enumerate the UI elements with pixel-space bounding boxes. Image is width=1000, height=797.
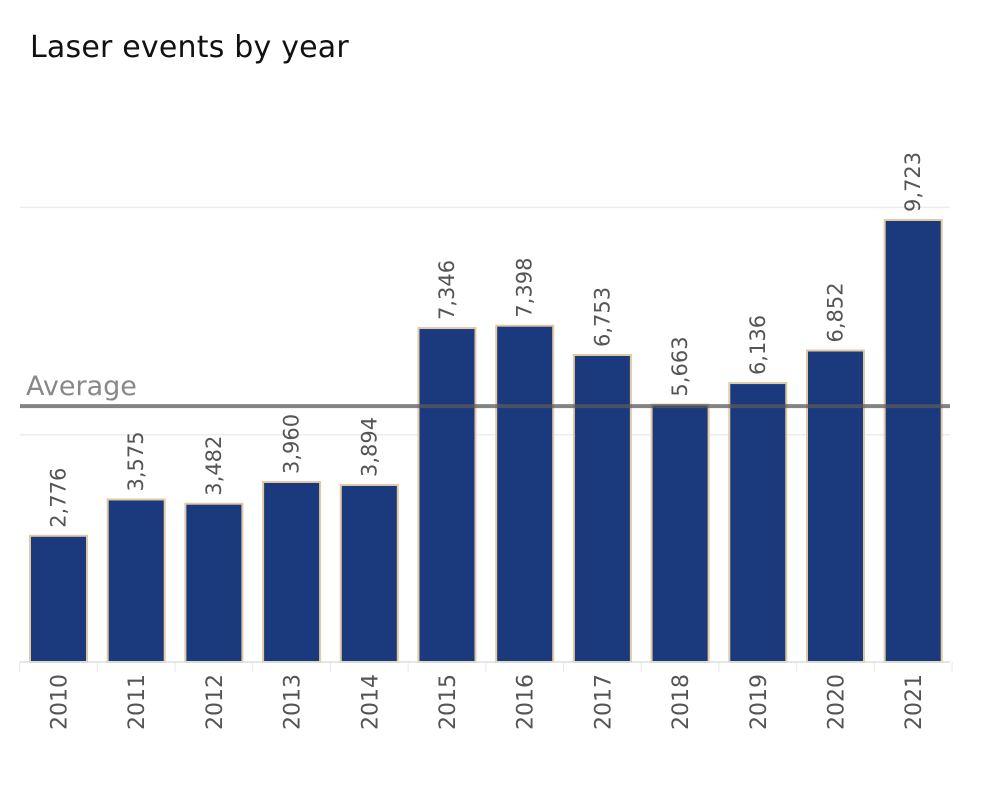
x-axis: 2010 2011 2012 2013 2014 2015 2016 2017 2018 2019… bbox=[19, 661, 953, 730]
data-label-2018: 5,663 bbox=[668, 336, 692, 396]
data-label-2013: 3,960 bbox=[280, 414, 304, 474]
x-tick-2016: 2016 bbox=[514, 674, 539, 730]
bar-2012 bbox=[184, 502, 244, 663]
bar-2017 bbox=[572, 354, 632, 663]
average-label: Average bbox=[26, 371, 137, 402]
bar-2011 bbox=[106, 498, 166, 663]
x-tick-2011: 2011 bbox=[125, 674, 150, 730]
average-reference: Average bbox=[20, 371, 950, 409]
data-labels: 2,776 3,575 3,482 3,960 3,894 7,346 7,398 6,753… bbox=[47, 152, 926, 528]
x-tick-2012: 2012 bbox=[203, 674, 228, 730]
data-label-2019: 6,136 bbox=[746, 315, 770, 375]
bar-2020 bbox=[806, 349, 865, 663]
bar-2016 bbox=[495, 324, 555, 663]
data-label-2021: 9,723 bbox=[901, 152, 925, 212]
data-label-2012: 3,482 bbox=[202, 436, 226, 496]
x-tick-2015: 2015 bbox=[436, 674, 461, 730]
data-label-2015: 7,346 bbox=[435, 260, 459, 320]
data-label-2010: 2,776 bbox=[47, 468, 71, 528]
gridlines bbox=[20, 206, 950, 436]
bar-2014 bbox=[339, 483, 399, 663]
x-tick-2017: 2017 bbox=[591, 674, 616, 730]
data-label-2014: 3,894 bbox=[357, 417, 381, 477]
bars bbox=[29, 219, 943, 663]
x-tick-2018: 2018 bbox=[669, 674, 694, 730]
bar-2021 bbox=[883, 219, 943, 663]
bar-2018 bbox=[650, 403, 710, 663]
bar-2019 bbox=[728, 382, 788, 663]
x-tick-2019: 2019 bbox=[747, 674, 772, 730]
data-label-2020: 6,852 bbox=[824, 282, 848, 342]
data-label-2016: 7,398 bbox=[513, 258, 537, 318]
x-tick-2014: 2014 bbox=[358, 674, 383, 730]
bar-2015 bbox=[417, 327, 477, 663]
bar-2013 bbox=[262, 480, 322, 663]
x-tick-2013: 2013 bbox=[281, 674, 306, 730]
data-label-2011: 3,575 bbox=[124, 431, 148, 491]
bar-2010 bbox=[29, 534, 88, 663]
x-tick-2010: 2010 bbox=[48, 674, 73, 730]
chart-title: Laser events by year bbox=[30, 30, 349, 65]
data-label-2017: 6,753 bbox=[590, 287, 614, 347]
x-tick-2021: 2021 bbox=[902, 674, 927, 730]
x-tick-2020: 2020 bbox=[825, 674, 850, 730]
